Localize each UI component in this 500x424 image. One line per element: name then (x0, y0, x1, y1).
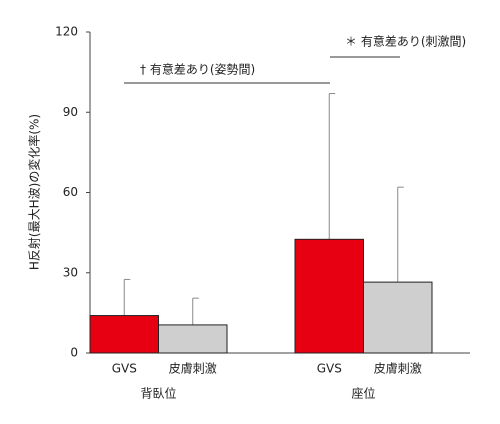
y-tick-label: 60 (63, 185, 78, 199)
x-tick-label: 皮膚刺激 (169, 361, 217, 376)
bar (89, 315, 159, 354)
annotation: ＊ 有意差あり(刺激間) (345, 34, 466, 49)
y-axis-label: H反射(最大H波)の変化率(%) (27, 114, 42, 270)
x-tick-label: GVS (317, 362, 342, 376)
y-tick-label: 30 (63, 265, 78, 279)
bar (363, 281, 433, 354)
annotation: † 有意差あり(姿勢間) (140, 62, 255, 77)
group-label: 座位 (351, 386, 375, 401)
bar (294, 238, 364, 354)
x-tick-label: GVS (112, 362, 137, 376)
x-tick-label: 皮膚刺激 (374, 361, 422, 376)
y-tick-label: 120 (55, 25, 78, 39)
group-label: 背臥位 (140, 386, 176, 401)
y-tick-label: 90 (63, 105, 78, 119)
y-tick-label: 0 (70, 346, 78, 360)
bar (158, 324, 228, 354)
